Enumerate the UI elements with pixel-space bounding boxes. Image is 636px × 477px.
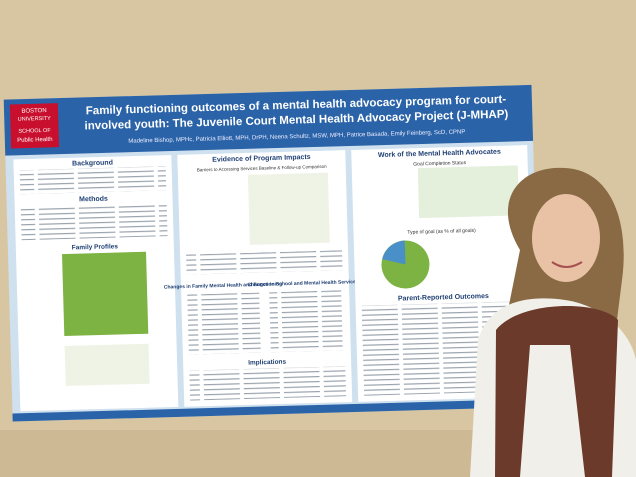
logo-text: SCHOOL OF [18,128,51,135]
section-heading: Background [72,159,113,167]
text-block [269,290,343,353]
text-block [186,250,343,275]
section-heading: Work of the Mental Health Advocates [378,149,501,159]
face [532,194,600,282]
chart-title: Barriers to Accessing Services Baseline … [197,164,327,173]
logo-text: Public Health [17,137,53,144]
poster-footer [12,398,541,422]
chart-title: Goal Completion Status [413,160,466,167]
small-chart [64,343,150,387]
text-block [19,166,167,195]
profile-table [62,251,149,337]
poster-header [3,84,534,156]
logo-text: BOSTON [21,108,46,115]
text-block [189,366,347,401]
logo-text: UNIVERSITY [18,116,51,123]
logo [9,103,60,149]
section-heading: Methods [79,196,108,204]
section-heading: Implications [248,359,286,367]
section-heading: Family Profiles [72,243,119,251]
smile [551,261,583,268]
person [470,167,636,477]
small-chart [417,165,520,219]
small-chart [247,172,330,245]
section-heading: Evidence of Program Impacts [212,154,311,164]
pie-slice [382,240,406,265]
section-heading: Changes in School and Mental Health Serv… [247,279,366,288]
text-block [20,202,168,241]
section-heading: Changes in Family Mental Health and Func… [164,281,282,290]
poster: BOSTON UNIVERSITY SCHOOL OF Public Healt… [3,84,541,422]
text-block [187,292,261,355]
chart-title: Type of goal (as % of all goals) [407,228,476,236]
section-heading: Parent-Reported Outcomes [398,293,489,303]
scarf [495,306,618,477]
